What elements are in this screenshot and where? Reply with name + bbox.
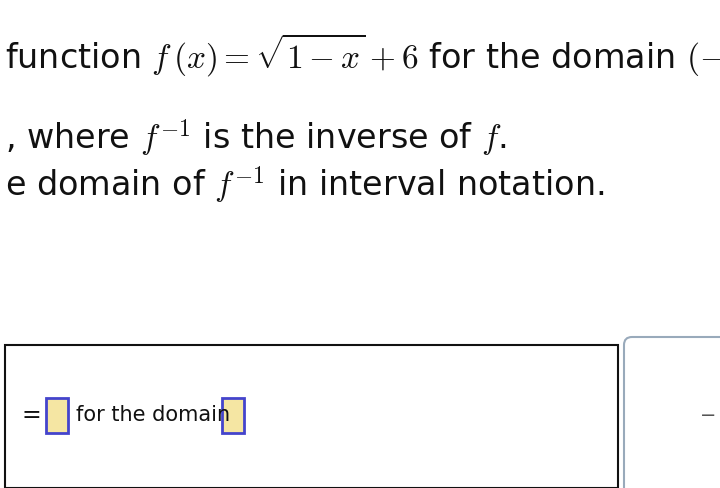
FancyBboxPatch shape xyxy=(624,337,720,488)
Bar xyxy=(5,345,618,488)
Bar xyxy=(222,398,244,433)
Text: −: − xyxy=(700,406,716,425)
Bar xyxy=(46,398,68,433)
Text: for the domain: for the domain xyxy=(76,405,230,425)
Text: function $f\,(x) = \sqrt{1-x} + 6$ for the domain $(-\infty,\, 1]$.: function $f\,(x) = \sqrt{1-x} + 6$ for t… xyxy=(5,32,720,79)
Text: =: = xyxy=(22,403,42,427)
Text: , where $f^{-1}$ is the inverse of $f$.: , where $f^{-1}$ is the inverse of $f$. xyxy=(5,117,507,159)
Text: e domain of $f^{-1}$ in interval notation.: e domain of $f^{-1}$ in interval notatio… xyxy=(5,164,605,206)
